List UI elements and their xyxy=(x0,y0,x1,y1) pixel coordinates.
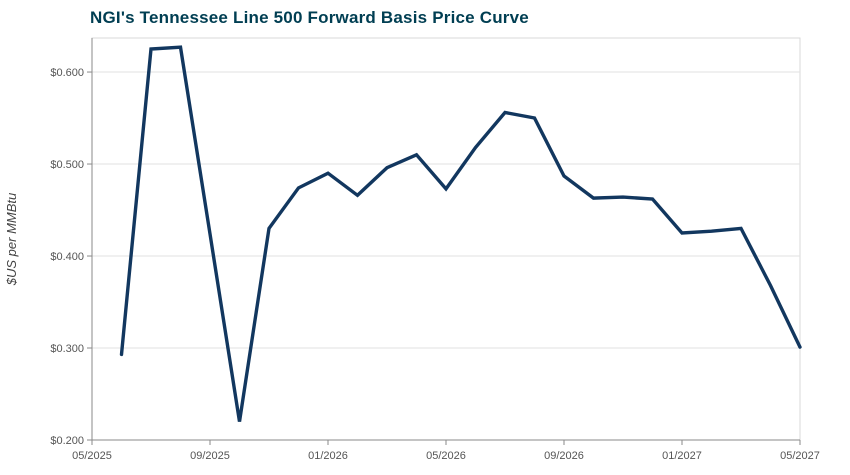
y-tick-label: $0.300 xyxy=(50,343,84,355)
x-tick-label: 01/2027 xyxy=(662,450,702,462)
chart-title: NGI's Tennessee Line 500 Forward Basis P… xyxy=(90,8,529,27)
gridlines xyxy=(92,71,800,349)
x-tick-label: 09/2025 xyxy=(190,450,230,462)
x-tick-label: 05/2025 xyxy=(72,450,112,462)
x-tick-label: 05/2026 xyxy=(426,450,466,462)
y-tick-label: $0.600 xyxy=(50,67,84,79)
tick-labels: $0.200 $0.300 $0.400 $0.500 $0.600 05/2025 09/… xyxy=(50,67,820,462)
y-tick-label: $0.500 xyxy=(50,159,84,171)
y-tick-label: $0.200 xyxy=(50,435,84,447)
plot-frame xyxy=(91,37,801,441)
tick-marks xyxy=(87,71,801,445)
axes xyxy=(91,38,800,441)
y-tick-label: $0.400 xyxy=(50,251,84,263)
x-tick-label: 05/2027 xyxy=(780,450,820,462)
plot-border xyxy=(91,37,801,441)
price-line-series xyxy=(119,45,802,422)
price-line xyxy=(119,45,802,422)
y-axis-label: $US per MMBtu xyxy=(4,193,19,286)
x-tick-label: 09/2026 xyxy=(544,450,584,462)
x-tick-label: 01/2026 xyxy=(308,450,348,462)
